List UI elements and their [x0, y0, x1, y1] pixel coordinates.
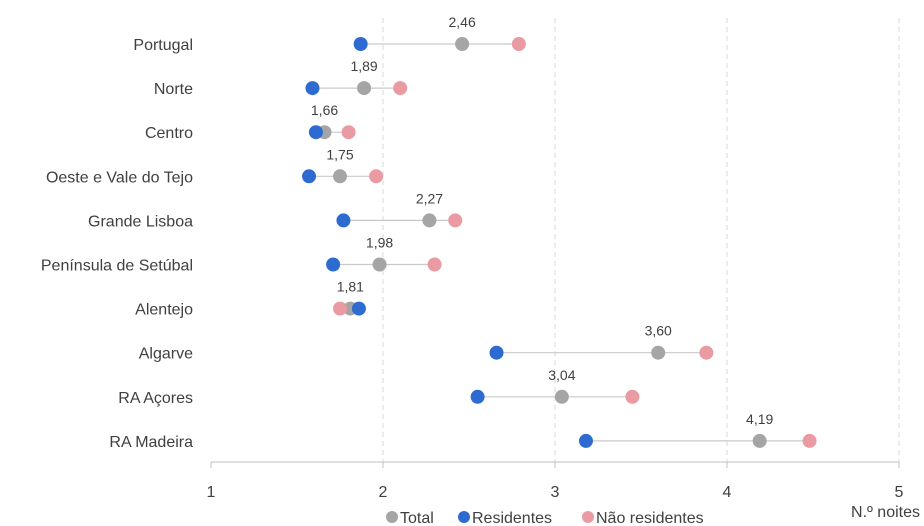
- data-label-total: 3,04: [548, 367, 575, 383]
- legend-label: Total: [400, 510, 434, 526]
- x-axis: 1 2 3 4 5: [207, 461, 904, 501]
- point-nao-residentes: [393, 81, 408, 96]
- category-label: RA Madeira: [109, 434, 193, 451]
- point-residentes: [326, 257, 341, 272]
- plot-area: 2,46 1,89 1,66 1,75 2,27 1,98 1,81 3,60 3,04 4,19: [302, 14, 817, 448]
- category-labels: Portugal Norte Centro Oeste e Vale do Tejo G…: [41, 37, 193, 451]
- point-nao-residentes: [448, 213, 463, 228]
- category-label: Norte: [154, 81, 193, 98]
- point-residentes: [578, 433, 593, 448]
- point-total: [357, 81, 372, 96]
- legend-marker: [386, 511, 398, 523]
- point-nao-residentes: [802, 433, 817, 448]
- data-label-total: 2,27: [416, 190, 443, 206]
- point-nao-residentes: [341, 125, 356, 140]
- x-tick-label: 3: [551, 484, 560, 501]
- data-label-total: 1,75: [326, 146, 353, 162]
- point-nao-residentes: [369, 169, 384, 184]
- category-label: Alentejo: [135, 302, 193, 319]
- point-total: [651, 345, 666, 360]
- gridlines: [382, 18, 900, 462]
- category-label: Centro: [145, 125, 193, 142]
- x-tick-label: 5: [895, 484, 904, 501]
- legend-label: Não residentes: [596, 510, 704, 526]
- category-label: Oeste e Vale do Tejo: [46, 169, 193, 186]
- data-label-total: 1,98: [366, 235, 393, 251]
- point-nao-residentes: [625, 389, 640, 404]
- legend-label: Residentes: [472, 510, 552, 526]
- x-axis-unit-label: N.º noites: [851, 504, 920, 521]
- point-total: [455, 37, 470, 51]
- data-label-total: 1,66: [311, 102, 338, 118]
- point-nao-residentes: [427, 257, 442, 272]
- point-nao-residentes: [333, 301, 347, 316]
- point-residentes: [353, 37, 368, 51]
- data-label-total: 1,81: [337, 279, 364, 295]
- point-residentes: [308, 125, 323, 140]
- x-tick-label: 2: [379, 484, 388, 501]
- data-label-total: 2,46: [448, 14, 475, 30]
- point-total: [333, 169, 347, 184]
- x-tick-label: 4: [723, 484, 732, 501]
- point-total: [422, 213, 437, 228]
- point-total: [554, 389, 569, 404]
- category-label: Algarve: [139, 346, 193, 363]
- point-residentes: [489, 345, 504, 360]
- point-residentes: [305, 81, 320, 96]
- point-nao-residentes: [699, 345, 714, 360]
- point-total: [372, 257, 387, 272]
- legend-marker: [582, 511, 594, 523]
- x-tick-label: 1: [207, 484, 216, 501]
- point-residentes: [302, 169, 317, 184]
- point-total: [752, 433, 767, 448]
- legend-marker: [458, 511, 470, 523]
- data-label-total: 3,60: [645, 323, 672, 339]
- point-residentes: [470, 389, 485, 404]
- point-residentes: [351, 301, 366, 316]
- category-label: Portugal: [133, 37, 193, 54]
- legend: Total Residentes Não residentes: [386, 510, 704, 526]
- point-residentes: [336, 213, 351, 228]
- data-label-total: 1,89: [350, 58, 377, 74]
- data-label-total: 4,19: [746, 411, 773, 427]
- category-label: Grande Lisboa: [88, 213, 193, 230]
- category-label: RA Açores: [118, 390, 193, 407]
- point-nao-residentes: [511, 37, 526, 51]
- category-label: Península de Setúbal: [41, 258, 193, 275]
